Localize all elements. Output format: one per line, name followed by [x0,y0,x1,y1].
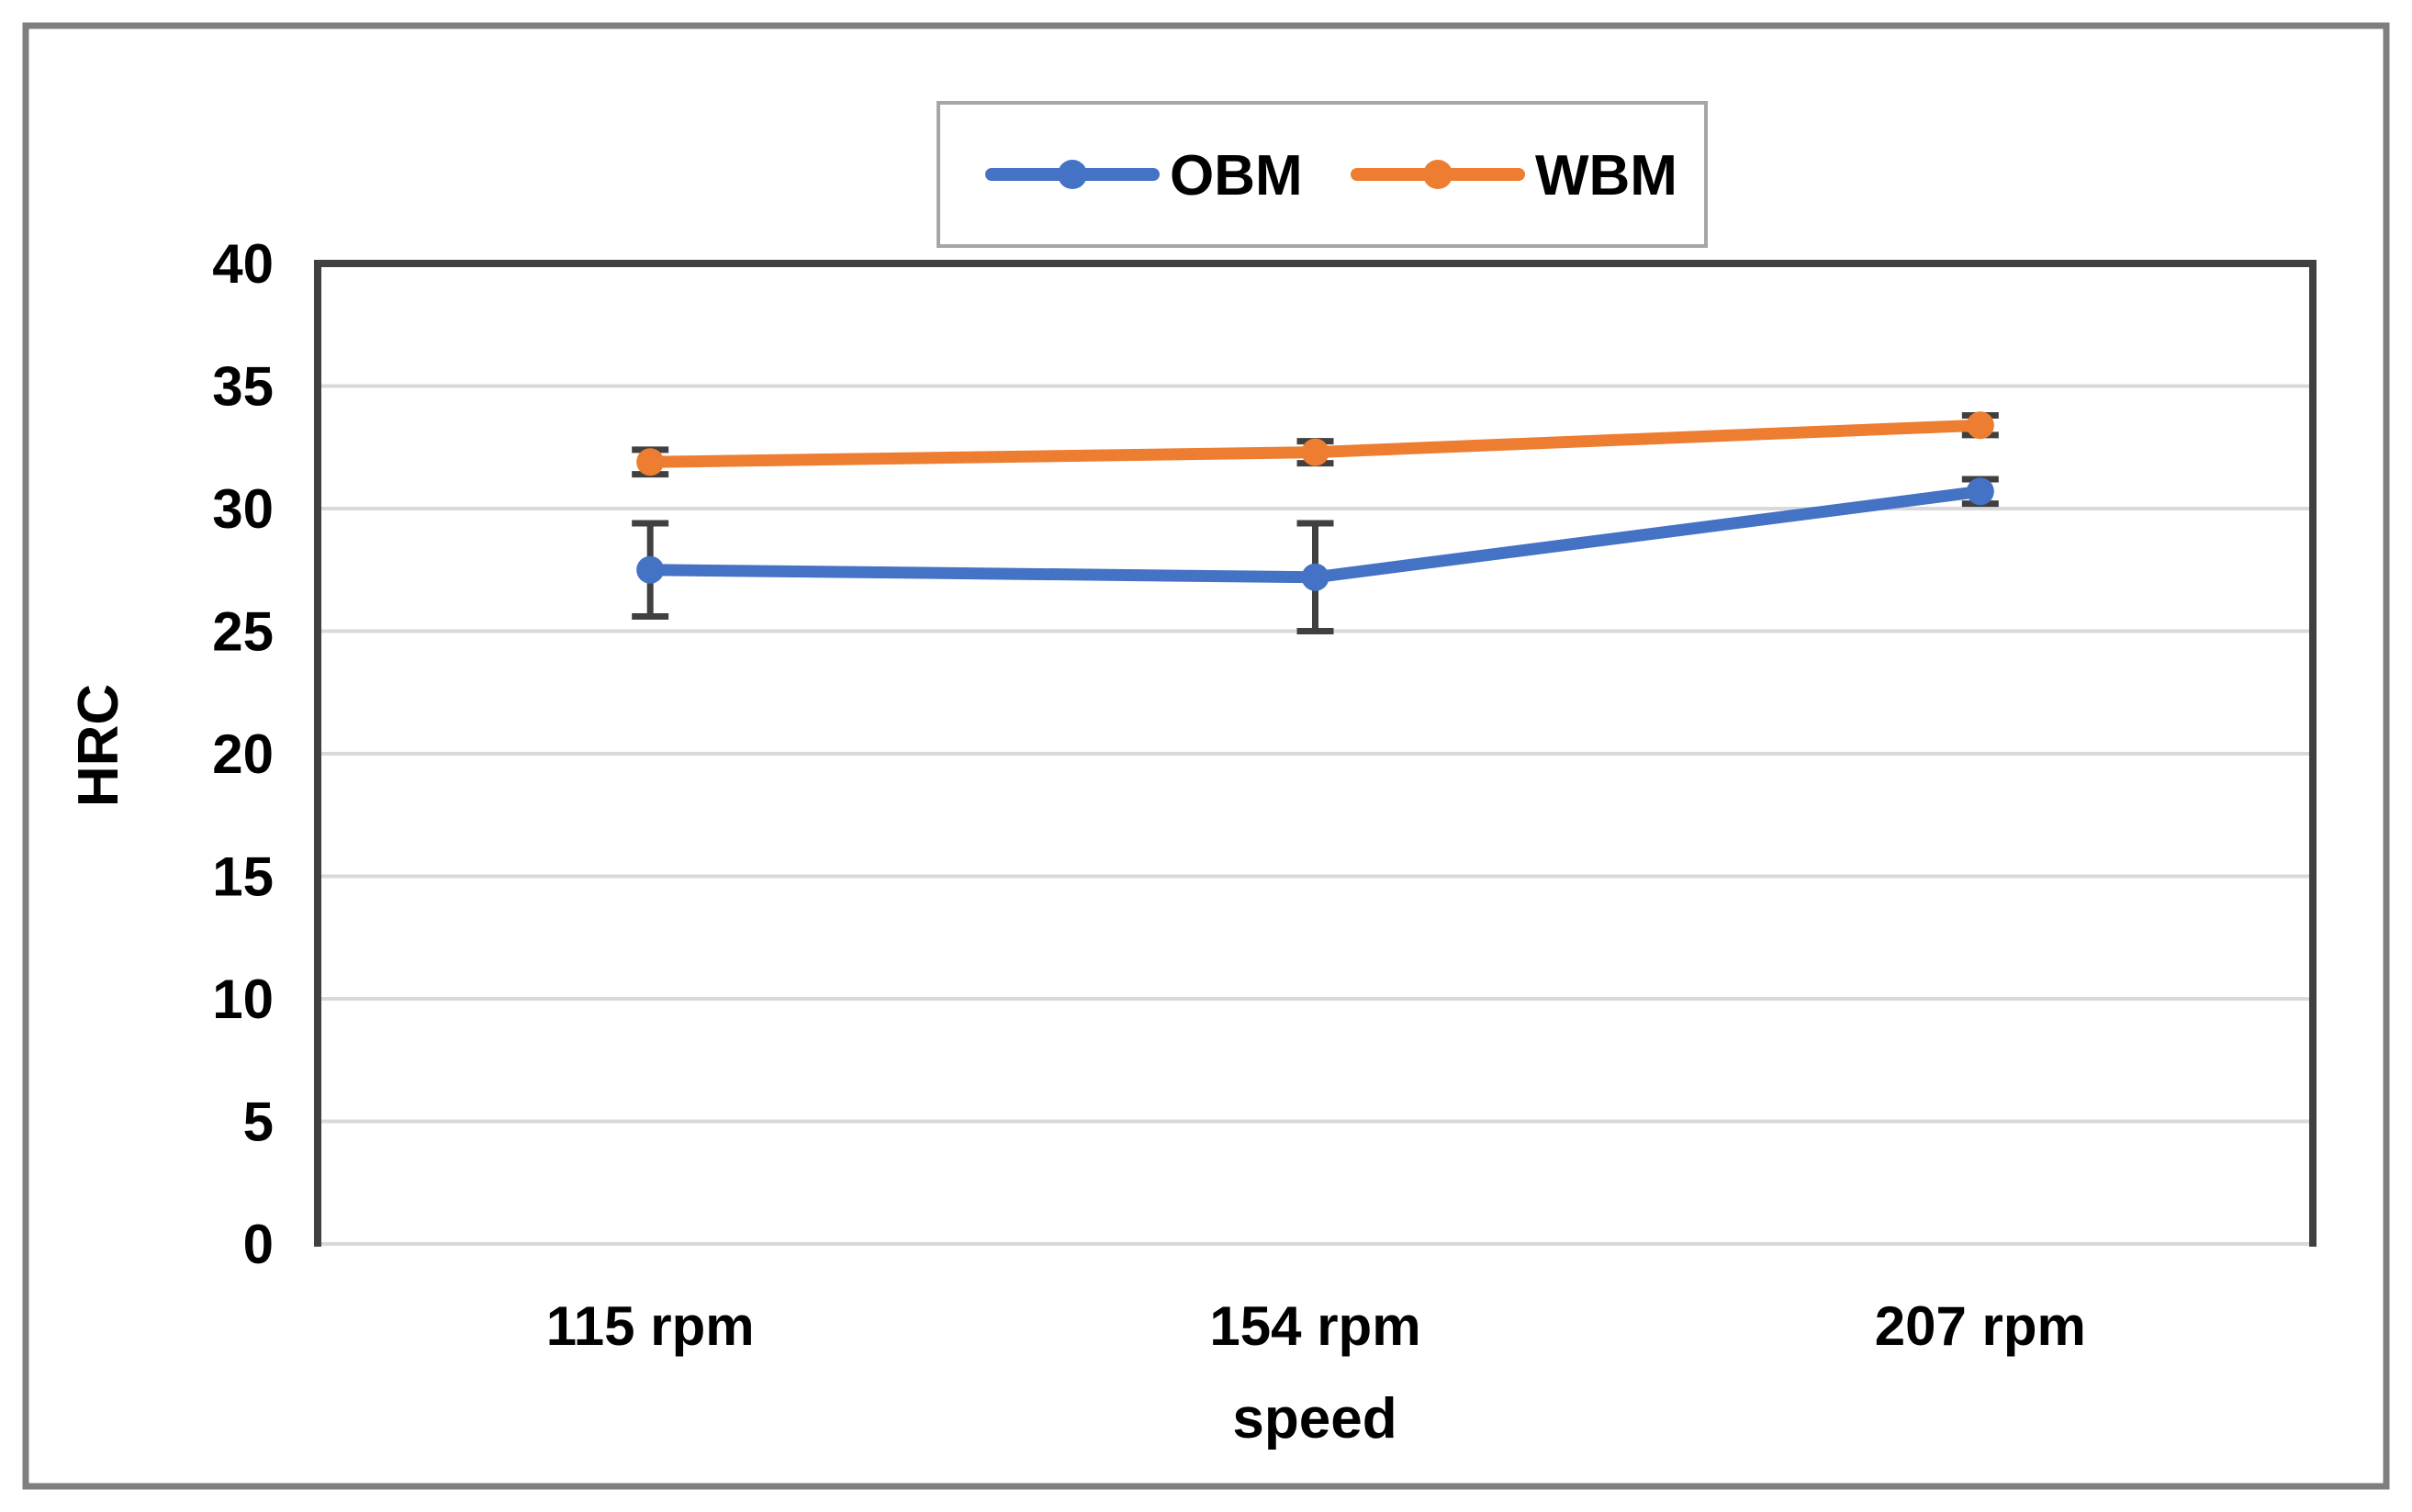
gridlines-layer [318,384,2313,1246]
plot-border-layer [314,260,2317,1247]
y-tick-label-15: 15 [212,846,274,908]
legend-item-wbm: WBM [1351,144,1677,207]
legend-item-obm: OBM [985,144,1303,207]
y-tick-label-35: 35 [212,356,274,418]
y-tick-label-0: 0 [243,1214,274,1275]
x-axis-title: speed [1232,1387,1397,1450]
x-tick-label-115-rpm: 115 rpm [546,1295,755,1357]
data-point-wbm-115-rpm [636,448,665,476]
figure-border [22,22,2390,1490]
y-tick-label-5: 5 [243,1092,274,1153]
legend-marker [1423,160,1453,189]
data-point-obm-207-rpm [1966,477,1994,506]
y-tick-label-25: 25 [212,601,274,663]
legend-label-wbm: WBM [1535,144,1677,207]
legend-label-obm: OBM [1170,144,1303,207]
data-point-obm-154-rpm [1301,563,1329,591]
y-axis-tick-labels: 0 5 10 15 20 25 30 35 40 [212,233,274,1275]
y-tick-label-30: 30 [212,478,274,540]
plot-area-border [314,260,2317,1247]
data-point-wbm-154-rpm [1301,438,1329,466]
data-point-wbm-207-rpm [1966,411,1994,440]
y-tick-label-40: 40 [212,233,274,295]
y-tick-label-20: 20 [212,723,274,785]
y-tick-label-10: 10 [212,969,274,1030]
legend: OBM WBM [937,101,1708,248]
legend-marker [1058,160,1087,189]
x-axis-tick-labels: 115 rpm 154 rpm 207 rpm [546,1295,2086,1357]
data-point-obm-115-rpm [636,555,665,584]
x-tick-label-154-rpm: 154 rpm [1209,1295,1420,1357]
x-tick-label-207-rpm: 207 rpm [1875,1295,2086,1357]
series-layer [636,411,1994,591]
y-axis-title: HRC [67,684,130,807]
